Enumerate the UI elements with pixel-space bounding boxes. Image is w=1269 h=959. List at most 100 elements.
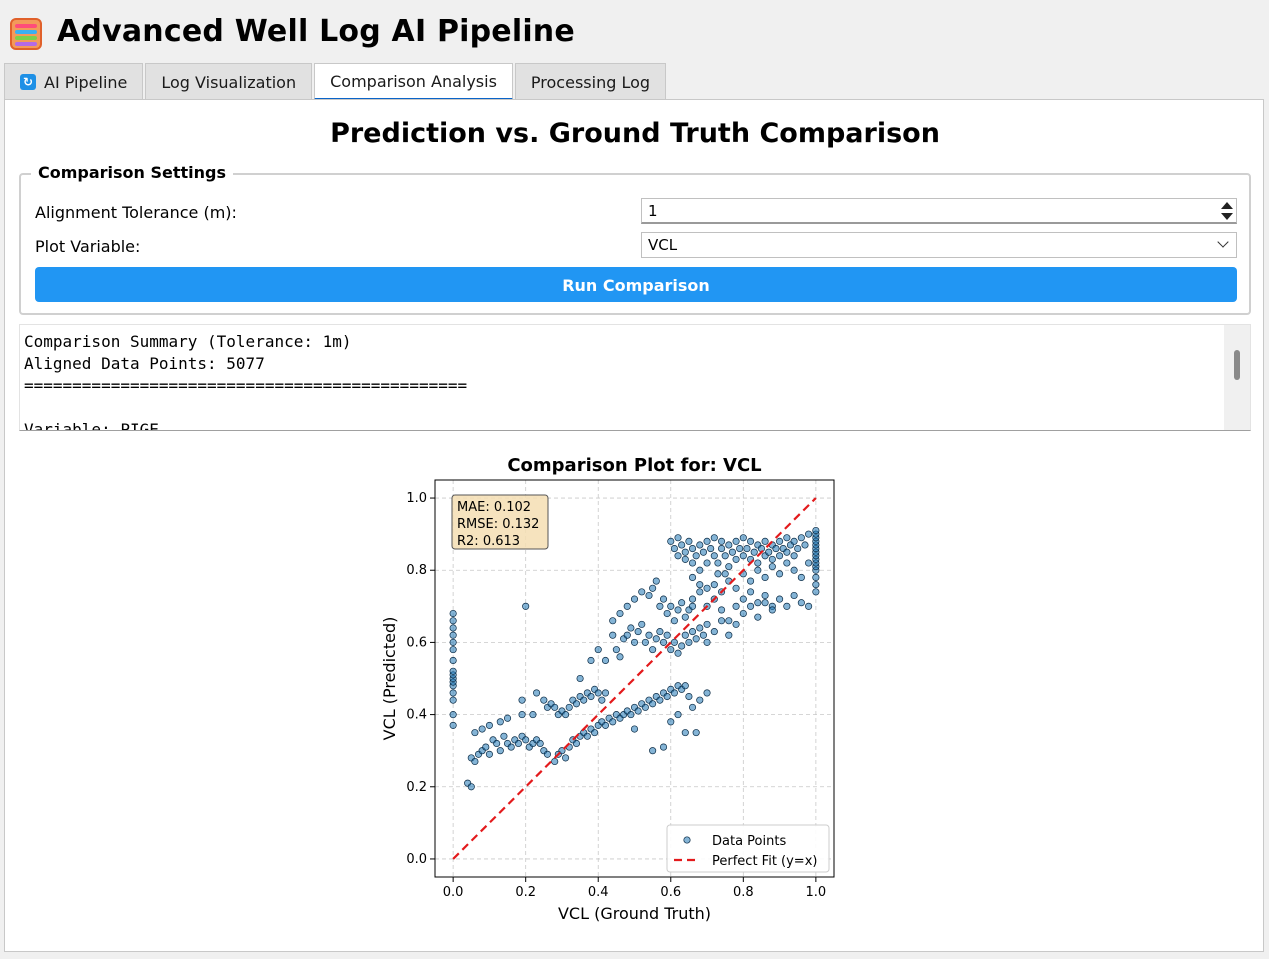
data-point xyxy=(601,689,610,697)
metrics-box xyxy=(451,494,549,550)
data-point xyxy=(587,656,595,665)
data-point xyxy=(797,534,805,542)
data-point xyxy=(812,581,820,589)
data-point xyxy=(674,552,682,560)
plot-variable-select[interactable]: VCL xyxy=(641,232,1237,258)
data-point xyxy=(449,609,457,618)
x-tick-label: 0.6 xyxy=(660,885,681,900)
spin-down-icon[interactable] xyxy=(1221,213,1233,220)
scrollbar-thumb[interactable] xyxy=(1234,350,1240,380)
data-point xyxy=(710,628,718,636)
data-point xyxy=(710,581,718,589)
summary-line: Variable: PIGE xyxy=(24,420,159,431)
data-point xyxy=(551,703,559,711)
data-point xyxy=(645,631,653,639)
data-point xyxy=(656,602,664,610)
data-point xyxy=(678,541,686,549)
y-tick-label: 0.2 xyxy=(406,780,427,795)
data-point xyxy=(609,718,617,726)
data-point xyxy=(776,595,784,603)
data-point xyxy=(739,609,747,618)
data-point xyxy=(768,563,776,571)
data-point xyxy=(449,646,457,654)
data-point xyxy=(449,667,457,675)
tab-bar: ↻ AI Pipeline Log Visualization Comparis… xyxy=(4,63,668,100)
plot-variable-label: Plot Variable: xyxy=(35,237,141,256)
data-point xyxy=(747,588,755,596)
data-point xyxy=(688,545,697,553)
data-point xyxy=(670,545,678,553)
data-point xyxy=(681,613,689,621)
data-point xyxy=(718,537,726,545)
data-point xyxy=(718,545,726,553)
data-point xyxy=(562,754,570,762)
data-point xyxy=(659,595,668,603)
tab-ai-pipeline[interactable]: ↻ AI Pipeline xyxy=(4,63,144,100)
data-point xyxy=(580,696,588,704)
tab-label: Log Visualization xyxy=(161,72,297,92)
data-point xyxy=(641,638,649,646)
data-point xyxy=(576,674,584,683)
tab-log-visualization[interactable]: Log Visualization xyxy=(145,63,313,100)
data-point xyxy=(449,711,457,719)
data-point xyxy=(609,631,617,639)
data-point xyxy=(482,743,490,751)
data-point xyxy=(518,696,526,704)
data-point xyxy=(761,599,769,607)
summary-text: Comparison Summary (Tolerance: 1m) Align… xyxy=(20,325,1250,431)
data-point xyxy=(707,545,715,553)
y-tick-label: 1.0 xyxy=(406,491,427,506)
data-point xyxy=(703,689,711,697)
run-comparison-button[interactable]: Run Comparison xyxy=(35,267,1237,302)
data-point xyxy=(768,606,776,614)
data-point xyxy=(449,631,457,639)
data-point xyxy=(739,595,747,603)
summary-scrollbar[interactable] xyxy=(1224,325,1250,430)
data-point xyxy=(449,638,457,646)
x-tick-label: 0.4 xyxy=(588,885,609,900)
data-point xyxy=(543,750,551,758)
data-point xyxy=(667,718,675,726)
data-point xyxy=(630,638,639,646)
data-point xyxy=(471,729,479,737)
data-point xyxy=(805,602,813,610)
data-point xyxy=(790,537,798,545)
data-point xyxy=(699,631,707,639)
legend-point-marker xyxy=(683,836,691,844)
data-point xyxy=(703,537,711,545)
data-point xyxy=(754,613,762,621)
data-point xyxy=(674,649,682,657)
data-point xyxy=(663,692,671,701)
page-title: Prediction vs. Ground Truth Comparison xyxy=(330,118,940,149)
data-point xyxy=(667,646,675,654)
data-point xyxy=(685,537,693,545)
data-point xyxy=(656,696,664,704)
spin-arrows[interactable] xyxy=(1219,200,1235,222)
y-tick-label: 0.8 xyxy=(406,563,427,578)
data-point xyxy=(696,696,704,704)
spin-up-icon[interactable] xyxy=(1221,202,1233,209)
data-point xyxy=(797,573,805,581)
y-tick-label: 0.4 xyxy=(406,708,427,723)
data-point xyxy=(718,606,726,614)
data-point xyxy=(728,548,736,556)
data-point xyxy=(572,700,581,708)
data-point xyxy=(630,725,639,733)
data-point xyxy=(772,545,780,553)
tolerance-spinbox[interactable]: 1 xyxy=(641,198,1237,224)
summary-text-area[interactable]: Comparison Summary (Tolerance: 1m) Align… xyxy=(19,324,1251,431)
data-point xyxy=(812,526,820,535)
data-point xyxy=(616,653,624,661)
y-tick-label: 0.0 xyxy=(406,852,427,867)
tab-comparison-analysis[interactable]: Comparison Analysis xyxy=(314,63,513,100)
data-point xyxy=(645,591,653,600)
data-point xyxy=(688,703,697,711)
tab-processing-log[interactable]: Processing Log xyxy=(514,63,667,100)
data-point xyxy=(522,736,530,744)
comparison-settings-group: Comparison Settings Alignment Tolerance … xyxy=(19,163,1251,315)
data-point xyxy=(692,729,700,737)
data-point xyxy=(670,689,678,697)
abacus-icon xyxy=(10,18,42,50)
data-point xyxy=(449,696,457,704)
data-point xyxy=(739,534,747,542)
